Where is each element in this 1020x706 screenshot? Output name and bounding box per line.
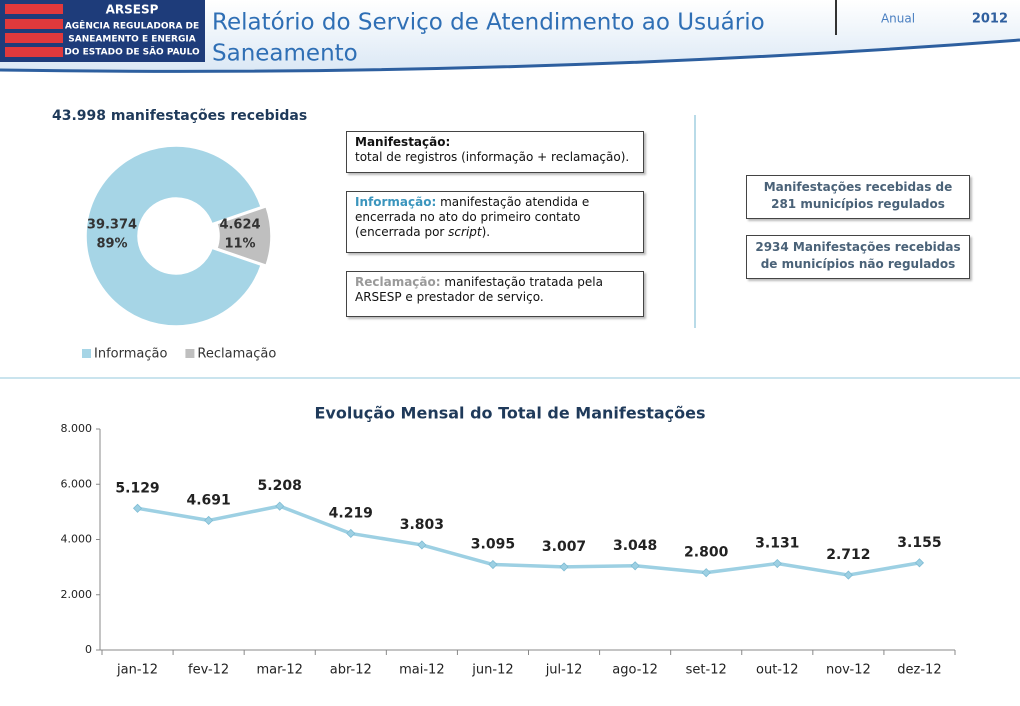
page-subtitle: Saneamento [212, 41, 358, 67]
line-marker [559, 562, 569, 572]
data-label: 4.219 [329, 505, 373, 521]
note-text: Manifestações recebidas de 281 município… [763, 180, 953, 211]
x-tick-label: set-12 [686, 663, 727, 678]
header-band [0, 0, 1020, 72]
x-tick-label: ago-12 [612, 663, 658, 678]
data-label: 3.095 [471, 537, 515, 553]
percent-label: 11% [224, 237, 255, 252]
definition-term: Informação: [355, 195, 437, 209]
data-label: 3.155 [897, 535, 941, 551]
data-label: 5.208 [258, 478, 302, 494]
y-tick-label: 0 [85, 643, 92, 656]
chart-title: Evolução Mensal do Total de Manifestaçõe… [314, 404, 705, 423]
legend-label: Informação [94, 347, 167, 362]
x-tick-label: abr-12 [330, 663, 372, 678]
x-tick-label: jul-12 [545, 663, 583, 678]
line-marker [843, 570, 853, 580]
definition-box: Manifestação: total de registros (informa… [346, 131, 644, 173]
logo-name: ARSESP [106, 3, 159, 17]
x-tick-label: out-12 [756, 663, 799, 678]
logo-bar [5, 4, 63, 14]
line-series [137, 504, 920, 577]
definition-box: Reclamação: manifestação tratada pela AR… [346, 271, 644, 317]
x-tick-label: jan-12 [116, 663, 158, 678]
data-label: 3.803 [400, 517, 444, 533]
x-tick-label: fev-12 [188, 663, 229, 678]
line-marker [204, 515, 214, 525]
header-curve [0, 38, 1020, 73]
percent-label: 89% [96, 237, 127, 252]
legend-label: Reclamação [197, 347, 276, 362]
x-tick-label: dez-12 [897, 663, 941, 678]
note-box: 2934 Manifestações recebidas de municípi… [746, 235, 970, 279]
definition-text: manifestação atendida e encerrada no ato… [355, 195, 590, 239]
donut-slice [85, 145, 263, 327]
note-box: Manifestações recebidas de 281 município… [746, 175, 970, 219]
logo-bar [5, 47, 63, 57]
year: 2012 [972, 12, 1008, 27]
data-label: 4.691 [186, 492, 230, 508]
data-label: 2.800 [684, 545, 729, 561]
line-marker [275, 501, 285, 511]
y-tick-label: 8.000 [61, 422, 93, 435]
x-tick-label: jun-12 [471, 663, 513, 678]
note-text: 2934 Manifestações recebidas de municípi… [755, 240, 961, 271]
line-marker [914, 558, 925, 568]
data-label: 5.129 [115, 480, 159, 496]
page-title: Relatório do Serviço de Atendimento ao U… [212, 10, 765, 36]
legend-swatch [185, 349, 195, 358]
logo-bar [5, 19, 63, 29]
x-tick-label: mai-12 [399, 663, 444, 678]
definition-box: Informação: manifestação atendida e ence… [346, 191, 644, 253]
legend-swatch [82, 349, 91, 358]
logo-line: DO ESTADO DE SÃO PAULO [64, 47, 200, 58]
data-label: 3.131 [755, 536, 799, 552]
line-marker [132, 503, 143, 513]
y-tick-label: 4.000 [61, 533, 93, 546]
data-label: 3.048 [613, 538, 657, 554]
definition-text: manifestação tratada pela ARSESP e prest… [355, 275, 603, 304]
data-label: 2.712 [826, 547, 870, 563]
definition-text: total de registros (informação + reclama… [355, 150, 630, 164]
definition-emphasis: script [448, 225, 482, 239]
data-label: 4.624 [219, 218, 260, 233]
line-marker [346, 528, 356, 539]
definition-term: Reclamação: [355, 275, 441, 289]
definition-tail: ). [481, 225, 491, 239]
period: Anual [881, 12, 915, 26]
logo-line: SANEAMENTO E ENERGIA [68, 35, 195, 45]
line-marker [630, 561, 640, 571]
data-label: 39.374 [87, 218, 137, 233]
y-tick-label: 2.000 [61, 588, 93, 601]
x-tick-label: nov-12 [826, 663, 871, 678]
definition-term: Manifestação: [355, 135, 451, 149]
y-tick-label: 6.000 [61, 477, 93, 490]
line-marker [701, 568, 711, 578]
logo-bar [5, 33, 63, 43]
line-marker [488, 559, 498, 570]
line-marker [772, 558, 782, 569]
x-tick-label: mar-12 [257, 663, 303, 678]
line-marker [417, 540, 427, 550]
logo-line: AGÊNCIA REGULADORA DE [65, 20, 199, 32]
chart-title: 43.998 manifestações recebidas [52, 108, 307, 124]
donut-slice [215, 205, 272, 267]
data-label: 3.007 [542, 539, 586, 555]
